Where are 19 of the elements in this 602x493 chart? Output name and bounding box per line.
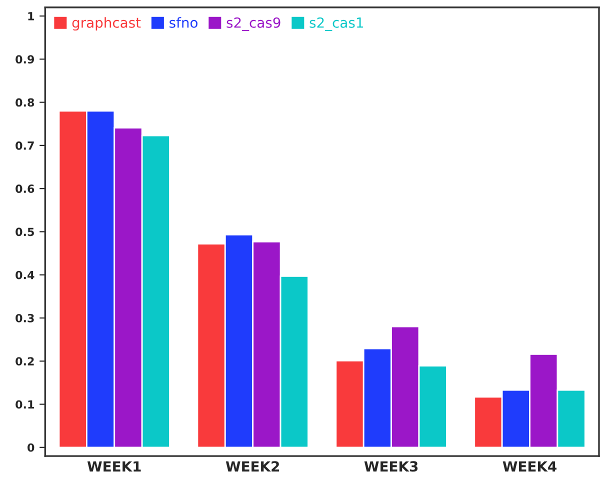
legend-label: s2_cas1 — [310, 17, 363, 31]
y-tick-label: 0.1 — [16, 400, 34, 409]
y-tick-label: 0.2 — [16, 357, 34, 366]
x-tick-label: WEEK1 — [87, 461, 141, 472]
x-tick-label: WEEK2 — [226, 461, 279, 472]
y-tick-label: 0.7 — [16, 141, 34, 150]
y-tick-label: 0 — [28, 443, 34, 452]
y-tick-label: 0.9 — [16, 55, 34, 64]
y-tick-label: 0.6 — [16, 184, 34, 193]
y-tick-label: 1 — [28, 12, 34, 20]
y-tick-label: 0.5 — [16, 228, 34, 236]
legend-label: s2_cas9 — [226, 17, 280, 31]
x-tick-label: WEEK3 — [364, 461, 418, 472]
y-tick-label: 0.3 — [16, 314, 34, 322]
y-tick-label: 0.4 — [16, 270, 34, 280]
legend-label: sfno — [170, 17, 198, 28]
x-tick-label: WEEK4 — [502, 461, 556, 472]
legend-label: graphcast — [72, 17, 141, 31]
y-tick-label: 0.8 — [16, 98, 34, 107]
